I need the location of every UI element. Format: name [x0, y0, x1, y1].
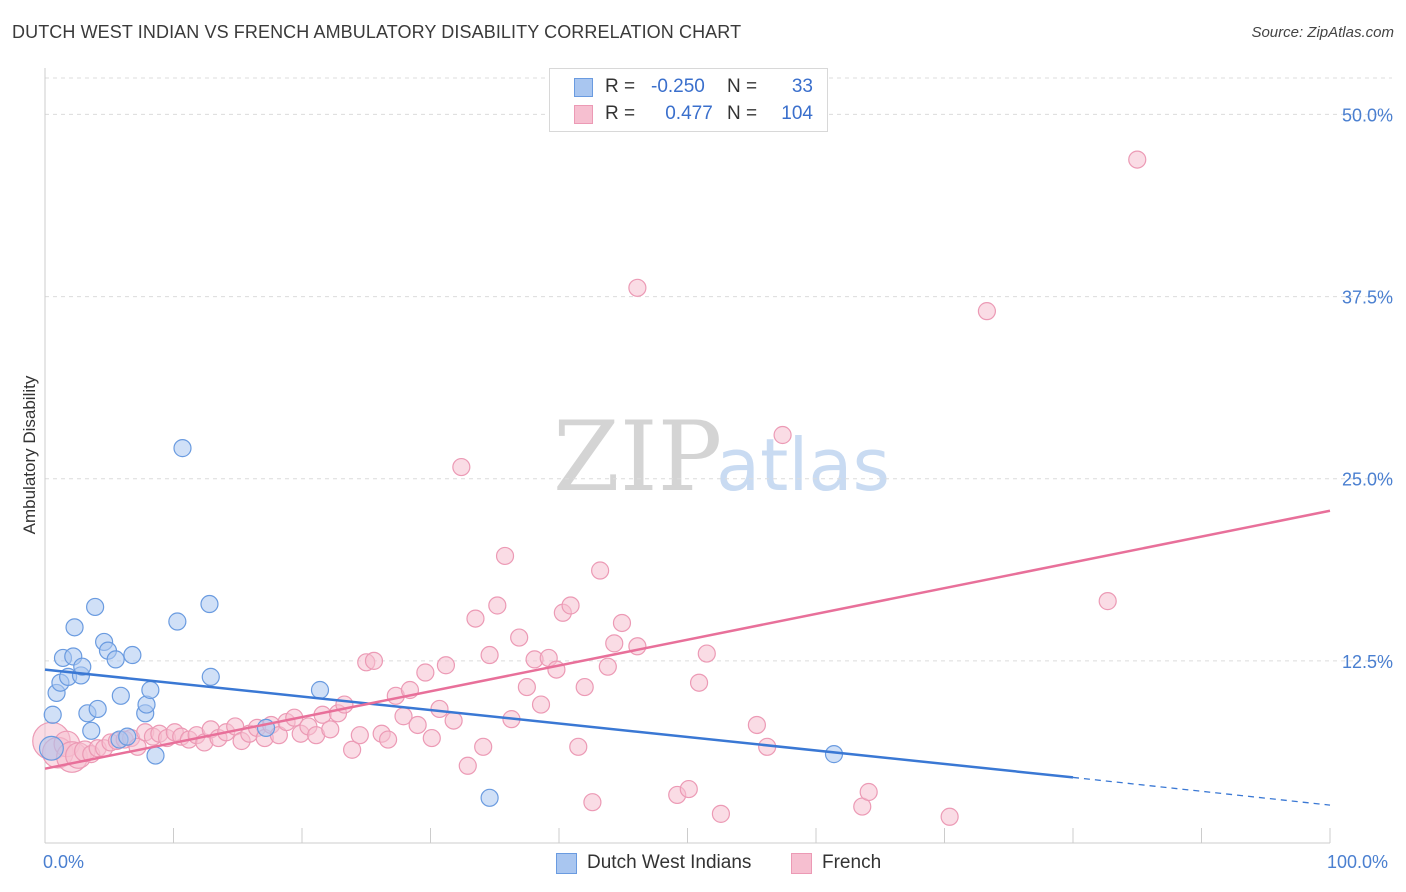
legend-r-label: R =: [605, 76, 636, 97]
x-tick-label-max: 100.0%: [1327, 852, 1389, 872]
french-point: [747, 715, 766, 735]
french-trendline: [44, 509, 1331, 770]
legend-r-value: -0.250: [651, 76, 705, 97]
french-point: [569, 737, 588, 756]
french-point: [612, 613, 632, 633]
french-point: [466, 609, 485, 628]
french-point: [605, 634, 624, 653]
dutch-west-indian-point: [173, 439, 192, 458]
legend-n-label: N =: [727, 76, 758, 97]
french-point: [444, 711, 463, 730]
french-point: [416, 663, 435, 682]
legend-r-label: R =: [605, 103, 636, 124]
bottom-legend-dutch-west-indians: Dutch West Indians: [556, 852, 751, 874]
y-tick-label: 37.5%: [1342, 288, 1393, 308]
french-point: [689, 673, 709, 692]
french-point: [575, 677, 594, 697]
bottom-legend-swatch-blue: [556, 852, 577, 874]
dutch-west-indian-point: [310, 680, 330, 700]
french-point: [940, 807, 959, 826]
watermark-zip: ZIP: [553, 401, 722, 513]
french-point: [458, 756, 477, 775]
dutch-west-indian-point: [82, 721, 101, 740]
french-point: [474, 737, 493, 756]
dutch-west-indian-point: [200, 594, 219, 614]
y-tick-label: 25.0%: [1342, 470, 1393, 490]
source-label: Source: ZipAtlas.com: [1251, 24, 1394, 41]
y-tick-label: 50.0%: [1342, 105, 1393, 125]
dutch-west-indian-point: [111, 686, 130, 705]
dutch-west-indian-point: [38, 735, 64, 761]
french-point: [773, 425, 792, 445]
dutch-west-indian-trendline-extension: [1072, 776, 1331, 806]
french-point: [859, 782, 878, 802]
french-point: [430, 699, 449, 719]
bottom-legend-french: French: [791, 852, 881, 874]
bottom-legend-label: Dutch West Indians: [587, 852, 752, 873]
french-point: [408, 715, 427, 735]
french-point: [583, 793, 602, 812]
dutch-west-indian-point: [141, 680, 160, 700]
dutch-west-indian-point: [168, 612, 187, 631]
legend-row-french: R = 0.477 N = 104: [574, 101, 813, 127]
french-point: [436, 656, 456, 675]
x-tick-label-min: 0.0%: [43, 852, 85, 872]
dutch-west-indian-point: [480, 788, 499, 807]
french-point: [517, 677, 536, 697]
french-point: [628, 278, 647, 297]
french-point: [679, 779, 698, 799]
legend-row-dutch-west-indians: R = -0.250 N = 33: [574, 74, 813, 100]
french-point: [531, 695, 551, 714]
legend-r-value: 0.477: [665, 103, 713, 124]
dutch-west-indian-point: [65, 618, 84, 637]
watermark-atlas: atlas: [716, 423, 890, 507]
legend-n-value: 104: [781, 103, 813, 124]
french-point: [488, 596, 507, 615]
french-point: [321, 720, 340, 739]
dutch-west-indian-point: [118, 727, 137, 746]
bottom-legend-swatch-pink: [791, 852, 812, 874]
french-point: [977, 302, 997, 321]
french-point: [452, 457, 471, 477]
correlation-legend: R = -0.250 N = 33 R = 0.477 N = 104: [549, 68, 828, 132]
legend-n-value: 33: [791, 76, 813, 97]
legend-swatch-pink: [574, 104, 593, 124]
dutch-west-indian-point: [86, 597, 105, 617]
french-point: [598, 657, 617, 676]
french-point: [350, 726, 369, 745]
french-point: [480, 645, 499, 665]
french-point: [378, 730, 398, 749]
bottom-legend-label: French: [822, 852, 882, 873]
chart-title: DUTCH WEST INDIAN VS FRENCH AMBULATORY D…: [12, 22, 742, 42]
french-point: [510, 628, 529, 647]
dutch-west-indian-point: [123, 645, 142, 665]
french-point: [343, 740, 362, 759]
french-point: [561, 596, 580, 615]
dutch-west-indian-point: [73, 657, 92, 676]
dutch-west-indian-point: [106, 650, 125, 669]
dutch-west-indian-point: [43, 705, 62, 724]
legend-n-label: N =: [727, 103, 758, 124]
dutch-west-indian-point: [201, 667, 220, 686]
french-point: [711, 804, 731, 823]
legend-swatch-blue: [574, 77, 593, 97]
french-point: [422, 728, 441, 748]
y-tick-label: 12.5%: [1342, 652, 1393, 672]
french-point: [591, 561, 610, 580]
dutch-west-indian-trendline: [44, 668, 1074, 779]
french-point: [697, 644, 716, 663]
dutch-west-indian-point: [146, 746, 165, 765]
french-point: [1128, 150, 1147, 169]
french-point: [495, 546, 515, 566]
french-point: [364, 651, 384, 670]
french-point: [1098, 592, 1117, 611]
dutch-west-indian-point: [88, 699, 107, 719]
